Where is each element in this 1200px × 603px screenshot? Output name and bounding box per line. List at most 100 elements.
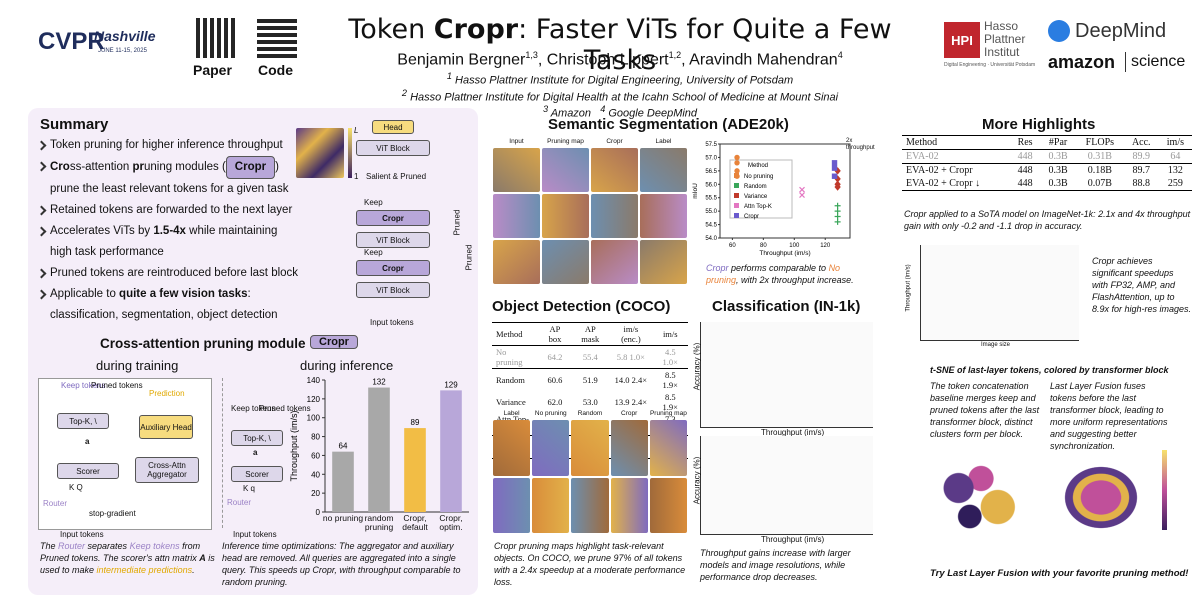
image-label: Label xyxy=(503,410,520,417)
value-label: 132 xyxy=(372,378,386,387)
cell: 89.9 xyxy=(1132,151,1151,162)
topk: Top-K, \ xyxy=(231,430,283,446)
legend-swatch xyxy=(734,183,739,188)
x-axis-label: Throughput (im/s) xyxy=(759,250,810,257)
cell: 8.5 1.9× xyxy=(662,392,678,412)
cell: EVA-02 + Cropr xyxy=(906,165,973,176)
amazon: amazon xyxy=(1048,52,1116,72)
bullet: Accelerates ViTs by 1.5-4x while maintai… xyxy=(38,221,300,263)
image xyxy=(493,148,540,192)
cell: 53.0 xyxy=(582,397,598,407)
image xyxy=(591,240,638,284)
image xyxy=(532,420,570,476)
header-row: Method Res #Par FLOPs Acc. im/s xyxy=(902,135,1192,150)
image-label: Random xyxy=(577,410,603,417)
authors: Benjamin Bergner1,3, Christoph Lippert1,… xyxy=(397,50,843,69)
y-tick-label: 100 xyxy=(307,414,321,423)
legend-swatch xyxy=(734,173,739,178)
image-label: Cropr xyxy=(621,410,638,417)
router: Router xyxy=(43,499,68,508)
classification-title: Classification (IN-1k) xyxy=(712,298,861,315)
text-segment: Accelerates ViTs by xyxy=(50,225,154,237)
chart: 60 80 100 120 54.0 54.5 55.0 55.5 56.0 56.5 57.0 57… xyxy=(692,142,851,257)
cell: 4.5 1.0× xyxy=(662,347,678,367)
cell: 88.8 xyxy=(1132,178,1151,189)
y-tick-label: 20 xyxy=(311,489,320,498)
block: ViT Block xyxy=(356,140,430,156)
image xyxy=(640,194,687,238)
text-segment: Token pruning for higher inference throu… xyxy=(50,139,283,151)
cell: 0.07B xyxy=(1087,178,1112,189)
cell: 0.3B xyxy=(1048,178,1068,189)
text-segment: Inference time optimizations: The aggreg… xyxy=(222,541,461,587)
cell: 8.5 1.9× xyxy=(662,370,678,390)
cell: 0.3B xyxy=(1048,151,1068,162)
text-segment: performs comparable to xyxy=(728,263,829,273)
colorbar xyxy=(348,128,352,178)
point xyxy=(834,213,841,220)
point xyxy=(734,168,740,174)
conference: CVPR xyxy=(38,28,105,55)
y-tick-label: 0 xyxy=(316,508,321,517)
text-segment: Retained tokens are forwarded to the nex… xyxy=(50,204,293,216)
y-tick-label: 54.5 xyxy=(705,223,717,229)
a: a xyxy=(253,448,258,457)
highlights-title: More Highlights xyxy=(982,116,1096,133)
y-tick-label: 140 xyxy=(307,376,321,385)
speedup-plot: Throughput (im/s) Image size xyxy=(906,245,1079,348)
image xyxy=(571,477,609,533)
cell: 0.3B xyxy=(1048,165,1068,176)
cell: 5.8 1.0× xyxy=(616,352,645,362)
header-cell: #Par xyxy=(1048,137,1068,148)
header-cell: AP mask xyxy=(581,324,600,344)
affiliations: 1 Hasso Plattner Institute for Digital E… xyxy=(320,70,920,120)
colorbar xyxy=(1162,450,1167,530)
science: science xyxy=(1131,53,1186,70)
qr-paper[interactable] xyxy=(196,18,236,58)
inference-label: during inference xyxy=(300,358,394,373)
y-tick-label: 57.0 xyxy=(705,155,717,161)
cell: 64.2 xyxy=(547,352,563,362)
row: EVA-02 448 0.3B 0.31B 89.9 64 xyxy=(902,150,1192,164)
training-caption: The Router separates Keep tokens from Pr… xyxy=(40,540,215,576)
author-name: Benjamin Bergner xyxy=(397,51,526,69)
text-segment: pr xyxy=(132,161,144,173)
cell: 55.4 xyxy=(582,352,598,362)
point xyxy=(834,202,841,209)
x-label: Throughput (im/s) xyxy=(761,428,825,437)
annotation: 2x throughput xyxy=(846,138,875,151)
cell: 448 xyxy=(1017,178,1033,189)
image xyxy=(493,477,531,533)
detection-images: Label No pruning Random Cropr Pruning map xyxy=(492,410,688,535)
dates: JUNE 11-15, 2025 xyxy=(98,48,147,54)
inference-caption: Inference time optimizations: The aggreg… xyxy=(222,540,472,588)
legend-label: Variance xyxy=(744,194,768,200)
y-tick-label: 60 xyxy=(311,451,320,460)
cropr-block: Cropr xyxy=(356,210,430,226)
text-segment: quite a few vision tasks xyxy=(119,288,248,300)
affiliation: 1 Hasso Plattner Institute for Digital E… xyxy=(320,70,920,87)
author-sup: 1,3 xyxy=(525,50,538,60)
legend xyxy=(729,159,793,219)
cell: 0.31B xyxy=(1087,151,1112,162)
table: Method Res #Par FLOPs Acc. im/s EVA-02 448 0.3B 0… xyxy=(902,135,1192,191)
deepmind-icon xyxy=(1048,20,1070,42)
y-tick-label: 56.0 xyxy=(705,182,717,188)
affiliation-text: Hasso Plattner Institute for Digital Eng… xyxy=(455,74,794,87)
keep-label: Keep xyxy=(364,198,383,207)
y-axis-label: mIoU xyxy=(692,183,699,199)
image-label: Pruning map xyxy=(649,410,687,417)
y-tick-label: 54.0 xyxy=(705,236,717,242)
image-label: No pruning xyxy=(534,410,567,417)
scorer: Scorer xyxy=(231,466,283,482)
y-label: Throughput (im/s) xyxy=(905,264,912,312)
bullet: Cross-attention pruning modules (Cropr) … xyxy=(38,156,300,200)
cell: 89.7 xyxy=(1132,165,1151,176)
sup: 2 xyxy=(401,87,407,98)
qr-code[interactable] xyxy=(257,18,297,58)
detection-caption: Cropr pruning maps highlight task-releva… xyxy=(494,541,686,587)
legend-label: No pruning xyxy=(744,174,773,180)
block: ViT Block xyxy=(356,282,430,298)
cell: 132 xyxy=(1167,165,1183,176)
cell: 259 xyxy=(1167,178,1183,189)
